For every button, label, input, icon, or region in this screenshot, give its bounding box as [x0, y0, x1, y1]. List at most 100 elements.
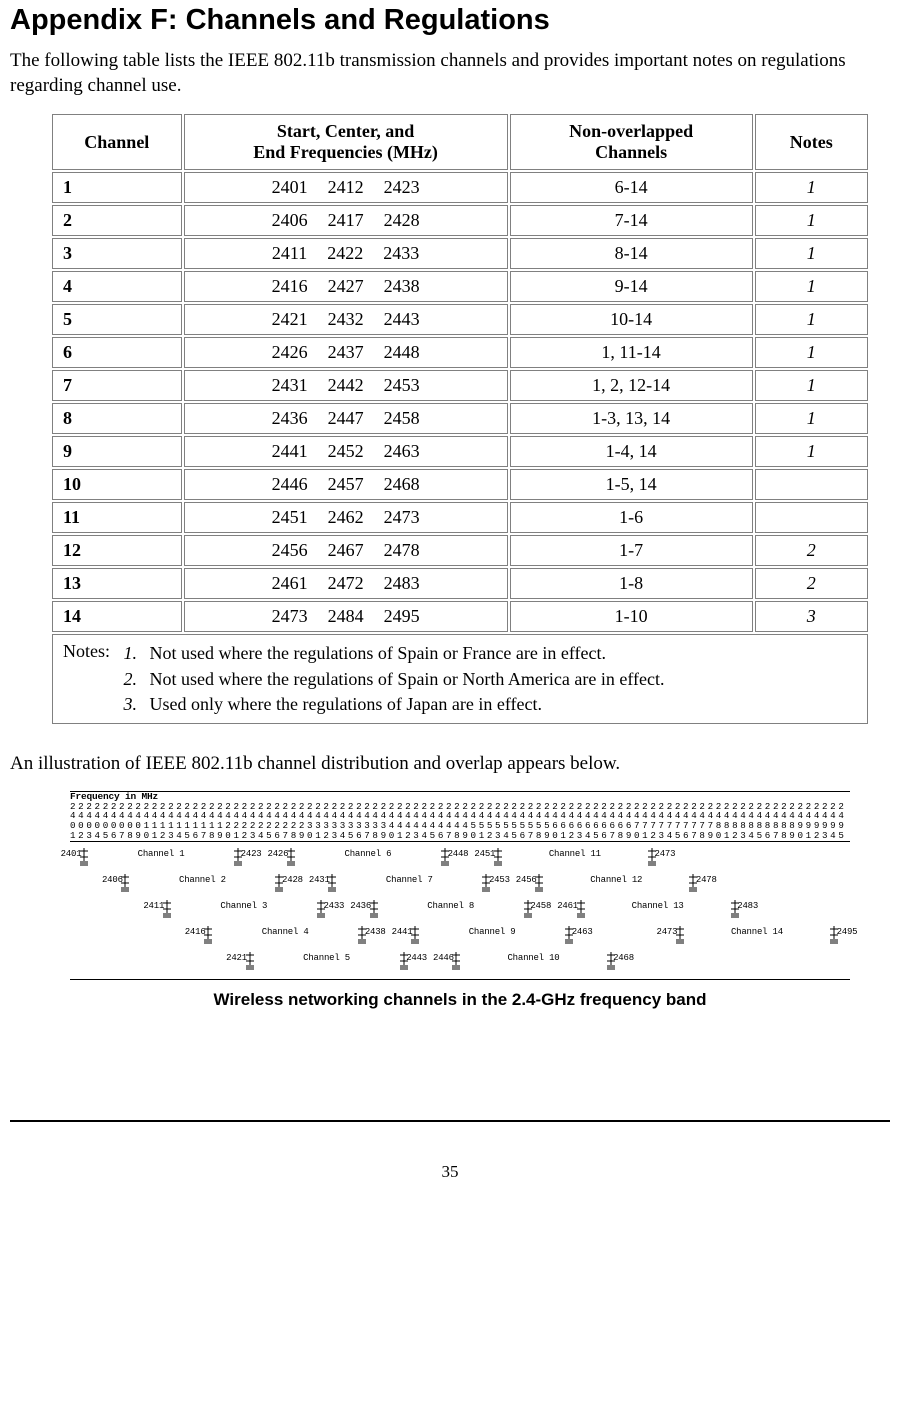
- nonoverlap-cell: 10-14: [510, 304, 753, 335]
- channel-cell: 1: [52, 172, 182, 203]
- table-notes-row: Notes: 1.Not used where the regulations …: [52, 634, 868, 724]
- frequencies-cell: 243624472458: [184, 403, 508, 434]
- notes-label: Notes:: [63, 641, 119, 662]
- table-row: 72431244224531, 2, 12-141: [52, 370, 868, 401]
- page-footer: 35: [10, 1120, 890, 1182]
- channel-block: 24462468Channel 10: [442, 950, 624, 974]
- channel-cell: 4: [52, 271, 182, 302]
- channel-cell: 5: [52, 304, 182, 335]
- channel-block: 24512473Channel 11: [484, 846, 666, 870]
- table-row: 82436244724581-3, 13, 141: [52, 403, 868, 434]
- nonoverlap-cell: 1-3, 13, 14: [510, 403, 753, 434]
- frequencies-cell: 244624572468: [184, 469, 508, 500]
- frequencies-cell: 241624272438: [184, 271, 508, 302]
- nonoverlap-cell: 6-14: [510, 172, 753, 203]
- note-cell: 1: [755, 436, 868, 467]
- channel-distribution-diagram: Frequency in MHz 22222222222222222222222…: [70, 791, 850, 981]
- frequencies-cell: 243124422453: [184, 370, 508, 401]
- channel-label: Channel 8: [360, 902, 542, 911]
- channel-label: Channel 6: [277, 850, 459, 859]
- table-row: 524212432244310-141: [52, 304, 868, 335]
- channel-label: Channel 3: [153, 902, 335, 911]
- channel-cell: 13: [52, 568, 182, 599]
- channel-label: Channel 2: [111, 876, 293, 885]
- nonoverlap-cell: 1-5, 14: [510, 469, 753, 500]
- table-row: 112451246224731-6: [52, 502, 868, 533]
- channel-label: Channel 12: [525, 876, 707, 885]
- ruler-row: 1234567890123456789012345678901234567890…: [70, 831, 850, 841]
- channel-label: Channel 10: [442, 954, 624, 963]
- note-cell: [755, 469, 868, 500]
- col-header-notes: Notes: [755, 114, 868, 170]
- frequencies-cell: 241124222433: [184, 238, 508, 269]
- note-cell: 1: [755, 337, 868, 368]
- frequencies-cell: 242124322443: [184, 304, 508, 335]
- channel-label: Channel 1: [70, 850, 252, 859]
- channel-label: Channel 9: [401, 928, 583, 937]
- note-cell: 1: [755, 271, 868, 302]
- channel-cell: 11: [52, 502, 182, 533]
- nonoverlap-cell: 1, 11-14: [510, 337, 753, 368]
- notes-list: 1.Not used where the regulations of Spai…: [124, 641, 665, 717]
- frequencies-cell: 245624672478: [184, 535, 508, 566]
- diagram-frequency-ruler: 2222222222222222222222222222222222222222…: [70, 802, 850, 841]
- note-cell: 1: [755, 403, 868, 434]
- ruler-row: 2222222222222222222222222222222222222222…: [70, 802, 850, 812]
- table-row: 132461247224831-82: [52, 568, 868, 599]
- diagram-freq-header: Frequency in MHz: [70, 792, 850, 802]
- note-cell: [755, 502, 868, 533]
- note-cell: 1: [755, 304, 868, 335]
- frequencies-cell: 242624372448: [184, 337, 508, 368]
- nonoverlap-cell: 9-14: [510, 271, 753, 302]
- channel-label: Channel 11: [484, 850, 666, 859]
- table-row: 142473248424951-103: [52, 601, 868, 632]
- channel-cell: 6: [52, 337, 182, 368]
- channel-block: 24612483Channel 13: [567, 898, 749, 922]
- channel-block: 24732495Channel 14: [666, 924, 848, 948]
- channel-cell: 2: [52, 205, 182, 236]
- nonoverlap-cell: 1, 2, 12-14: [510, 370, 753, 401]
- table-row: 42416242724389-141: [52, 271, 868, 302]
- nonoverlap-cell: 1-10: [510, 601, 753, 632]
- table-row: 12401241224236-141: [52, 172, 868, 203]
- table-row: 32411242224338-141: [52, 238, 868, 269]
- nonoverlap-cell: 7-14: [510, 205, 753, 236]
- channel-cell: 9: [52, 436, 182, 467]
- channel-block: 24262448Channel 6: [277, 846, 459, 870]
- channel-cell: 12: [52, 535, 182, 566]
- channel-cell: 10: [52, 469, 182, 500]
- channel-cell: 3: [52, 238, 182, 269]
- note-cell: 1: [755, 205, 868, 236]
- channel-block: 24412463Channel 9: [401, 924, 583, 948]
- channel-block: 24312453Channel 7: [318, 872, 500, 896]
- channel-block: 24362458Channel 8: [360, 898, 542, 922]
- col-header-frequencies: Start, Center, and End Frequencies (MHz): [184, 114, 508, 170]
- col-header-channel: Channel: [52, 114, 182, 170]
- appendix-heading: Appendix F: Channels and Regulations: [10, 4, 890, 37]
- channel-cell: 14: [52, 601, 182, 632]
- nonoverlap-cell: 1-4, 14: [510, 436, 753, 467]
- note-cell: 2: [755, 535, 868, 566]
- frequencies-cell: 246124722483: [184, 568, 508, 599]
- nonoverlap-cell: 8-14: [510, 238, 753, 269]
- channel-block: 24062428Channel 2: [111, 872, 293, 896]
- note-item: 2.Not used where the regulations of Spai…: [124, 667, 665, 692]
- frequencies-cell: 245124622473: [184, 502, 508, 533]
- table-row: 62426243724481, 11-141: [52, 337, 868, 368]
- channel-block: 24112433Channel 3: [153, 898, 335, 922]
- frequencies-cell: 247324842495: [184, 601, 508, 632]
- channel-block: 24162438Channel 4: [194, 924, 376, 948]
- diagram-intro-paragraph: An illustration of IEEE 802.11b channel …: [10, 752, 890, 777]
- table-row: 22406241724287-141: [52, 205, 868, 236]
- channel-regulations-table: Channel Start, Center, and End Frequenci…: [50, 112, 870, 726]
- nonoverlap-cell: 1-8: [510, 568, 753, 599]
- channel-label: Channel 14: [666, 928, 848, 937]
- frequencies-cell: 240124122423: [184, 172, 508, 203]
- channel-label: Channel 5: [236, 954, 418, 963]
- channel-cell: 7: [52, 370, 182, 401]
- page-number: 35: [442, 1162, 459, 1181]
- frequencies-cell: 244124522463: [184, 436, 508, 467]
- ruler-row: 0000000001111111111222222222233333333334…: [70, 821, 850, 831]
- channel-block: 24212443Channel 5: [236, 950, 418, 974]
- diagram-caption: Wireless networking channels in the 2.4-…: [70, 990, 850, 1010]
